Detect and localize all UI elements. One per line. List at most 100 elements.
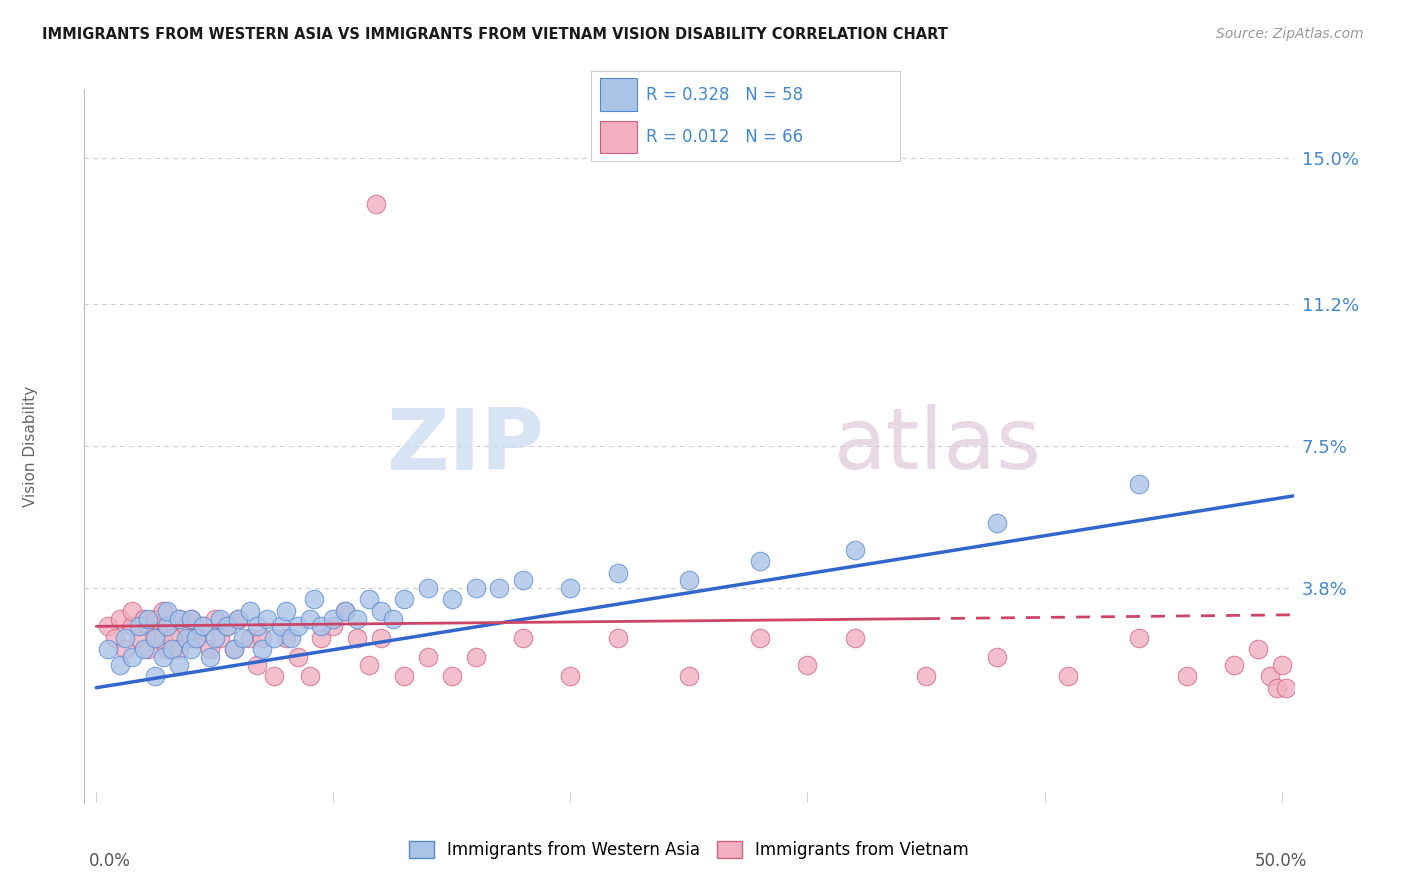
Point [304, 592, 326, 607]
Point [1175, 669, 1198, 683]
Point [287, 650, 309, 665]
Point [394, 592, 416, 607]
Point [156, 642, 179, 657]
Point [256, 612, 278, 626]
Point [156, 604, 179, 618]
Point [844, 631, 866, 645]
Point [1275, 681, 1298, 695]
Point [132, 612, 155, 626]
Point [176, 619, 198, 633]
Point [488, 581, 510, 595]
Point [250, 642, 273, 657]
Point [239, 631, 262, 645]
Point [152, 604, 174, 618]
Point [298, 669, 321, 683]
Point [228, 612, 250, 626]
Point [512, 574, 534, 588]
Point [364, 197, 387, 211]
Point [180, 612, 202, 626]
Point [346, 612, 368, 626]
Point [239, 604, 262, 618]
Point [370, 631, 392, 645]
Point [311, 631, 333, 645]
Point [346, 631, 368, 645]
Point [246, 657, 269, 672]
Point [440, 669, 463, 683]
Point [114, 631, 136, 645]
Point [1258, 669, 1281, 683]
Point [208, 631, 231, 645]
Point [176, 631, 198, 645]
Point [246, 619, 269, 633]
Point [322, 612, 344, 626]
Point [108, 657, 131, 672]
Point [1223, 657, 1246, 672]
Point [204, 612, 226, 626]
Point [222, 642, 245, 657]
Point [263, 669, 285, 683]
Point [145, 669, 167, 683]
Text: atlas: atlas [834, 404, 1042, 488]
FancyBboxPatch shape [600, 78, 637, 111]
Point [678, 669, 700, 683]
Point [222, 642, 245, 657]
Point [749, 554, 772, 568]
Point [440, 592, 463, 607]
Text: IMMIGRANTS FROM WESTERN ASIA VS IMMIGRANTS FROM VIETNAM VISION DISABILITY CORREL: IMMIGRANTS FROM WESTERN ASIA VS IMMIGRAN… [42, 27, 948, 42]
Point [114, 642, 136, 657]
Point [121, 650, 143, 665]
Legend: Immigrants from Western Asia, Immigrants from Vietnam: Immigrants from Western Asia, Immigrants… [402, 834, 976, 866]
Point [97, 642, 120, 657]
Point [138, 619, 160, 633]
Point [160, 631, 183, 645]
Point [986, 650, 1008, 665]
Point [606, 631, 628, 645]
Point [128, 631, 150, 645]
Point [394, 669, 416, 683]
Point [844, 542, 866, 557]
Point [152, 631, 174, 645]
Point [298, 612, 321, 626]
Point [180, 642, 202, 657]
Point [108, 612, 131, 626]
Point [180, 631, 202, 645]
Text: Vision Disability: Vision Disability [24, 385, 38, 507]
FancyBboxPatch shape [600, 121, 637, 153]
Point [250, 631, 273, 645]
Point [749, 631, 772, 645]
Point [167, 612, 190, 626]
Point [132, 642, 155, 657]
Point [138, 612, 160, 626]
Text: R = 0.328   N = 58: R = 0.328 N = 58 [647, 86, 803, 103]
Point [204, 631, 226, 645]
Point [97, 619, 120, 633]
Point [311, 619, 333, 633]
Point [915, 669, 938, 683]
Point [128, 619, 150, 633]
Point [138, 642, 160, 657]
Text: R = 0.012   N = 66: R = 0.012 N = 66 [647, 128, 803, 146]
Text: ZIP: ZIP [387, 404, 544, 488]
Point [464, 581, 486, 595]
Point [156, 619, 179, 633]
Point [274, 604, 297, 618]
Point [145, 631, 167, 645]
Point [180, 612, 202, 626]
Point [606, 566, 628, 580]
Point [418, 650, 440, 665]
Point [1128, 477, 1150, 491]
Point [156, 619, 179, 633]
Point [418, 581, 440, 595]
Point [167, 657, 190, 672]
Point [263, 631, 285, 645]
Point [333, 604, 356, 618]
Point [198, 650, 221, 665]
Point [1271, 657, 1294, 672]
Point [104, 631, 127, 645]
Point [215, 619, 238, 633]
Point [1057, 669, 1080, 683]
Point [280, 631, 302, 645]
Point [986, 516, 1008, 530]
Point [191, 619, 214, 633]
Point [121, 604, 143, 618]
